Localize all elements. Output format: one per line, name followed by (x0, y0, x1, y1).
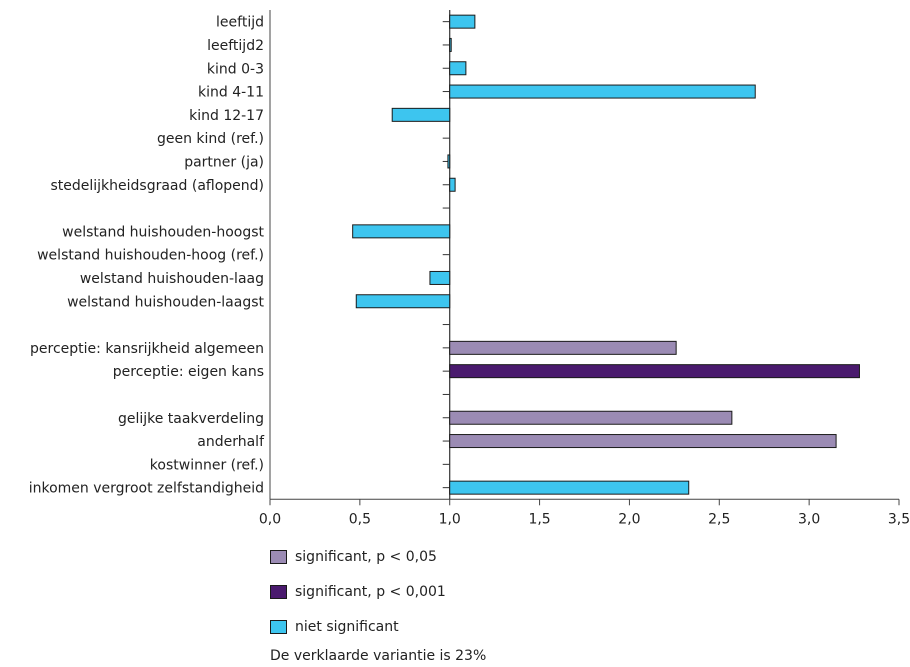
bar (449, 364, 860, 379)
category-label: leeftijd2 (207, 38, 264, 54)
category-label: kind 0-3 (207, 61, 264, 77)
bar (449, 61, 467, 76)
category-label: perceptie: kansrijkheid algemeen (30, 341, 264, 357)
bar (449, 14, 476, 29)
category-label: welstand huishouden-laag (80, 271, 264, 287)
x-tick-label: 1,5 (528, 511, 550, 527)
x-tick-label: 2,0 (618, 511, 640, 527)
variance-note: De verklaarde variantie is 23% (270, 648, 487, 664)
x-tick-label: 0,0 (259, 511, 281, 527)
category-label: kind 12-17 (189, 108, 264, 124)
bar (449, 434, 837, 449)
category-label: perceptie: eigen kans (113, 364, 264, 380)
x-tick-label: 3,5 (888, 511, 910, 527)
legend-swatch-niet (270, 620, 287, 634)
category-label: geen kind (ref.) (157, 131, 264, 147)
category-label: inkomen vergroot zelfstandigheid (29, 481, 264, 497)
legend-item-niet: niet significant (270, 616, 399, 638)
x-tick-label: 2,5 (708, 511, 730, 527)
bar (449, 177, 456, 192)
bar (429, 270, 451, 285)
category-label: welstand huishouden-hoogst (62, 224, 264, 240)
legend-swatch-p05 (270, 550, 287, 564)
x-tick-label: 1,0 (439, 511, 461, 527)
bar (449, 37, 452, 52)
bar (449, 84, 756, 99)
legend-label-p05: significant, p < 0,05 (295, 549, 437, 565)
bar (391, 107, 451, 122)
category-label: leeftijd (216, 15, 264, 31)
category-label: welstand huishouden-laagst (67, 294, 264, 310)
category-label: stedelijkheidsgraad (aflopend) (50, 178, 264, 194)
chart: leeftijd leeftijd2 kind 0-3 kind 4-11 kind 1… (29, 10, 910, 527)
category-label: partner (ja) (184, 154, 264, 170)
legend-item-p05: significant, p < 0,05 (270, 546, 437, 568)
legend-swatch-p001 (270, 585, 287, 599)
bar (449, 480, 690, 495)
category-label: welstand huishouden-hoog (ref.) (37, 248, 264, 264)
bar (355, 294, 451, 309)
legend-label-niet: niet significant (295, 619, 399, 635)
category-label: kind 4-11 (198, 85, 264, 101)
bar (449, 340, 677, 355)
x-tick-label: 3,0 (798, 511, 820, 527)
x-tick-label: 0,5 (349, 511, 371, 527)
category-label: anderhalf (197, 434, 265, 450)
legend-item-p001: significant, p < 0,001 (270, 581, 446, 603)
bar (449, 410, 733, 425)
legend-label-p001: significant, p < 0,001 (295, 584, 446, 600)
bar (447, 154, 451, 169)
bar (352, 224, 451, 239)
category-label: kostwinner (ref.) (150, 457, 264, 473)
category-label: gelijke taakverdeling (118, 411, 264, 427)
